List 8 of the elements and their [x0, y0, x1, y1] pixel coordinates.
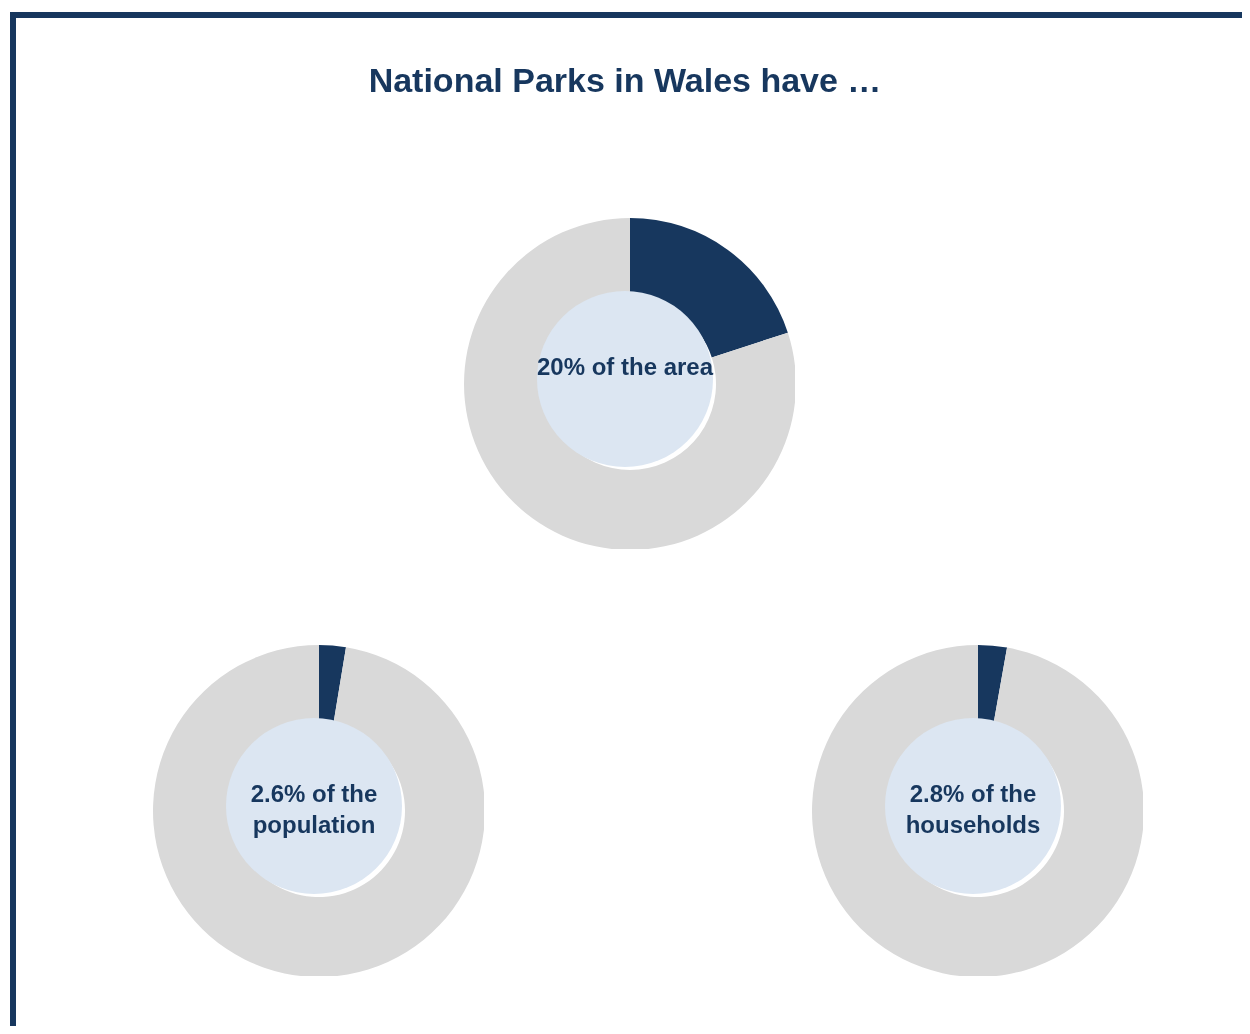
text: 2.8% of the households [904, 779, 1042, 840]
text: 20% of the area [535, 352, 715, 382]
chart-title: National Parks in Wales have … [367, 61, 883, 100]
donut-slice [153, 645, 484, 976]
text: 2.6% of the population [249, 779, 379, 840]
donut-slice [630, 218, 788, 358]
donut-slice [812, 645, 1143, 976]
donut-slice [464, 218, 795, 549]
